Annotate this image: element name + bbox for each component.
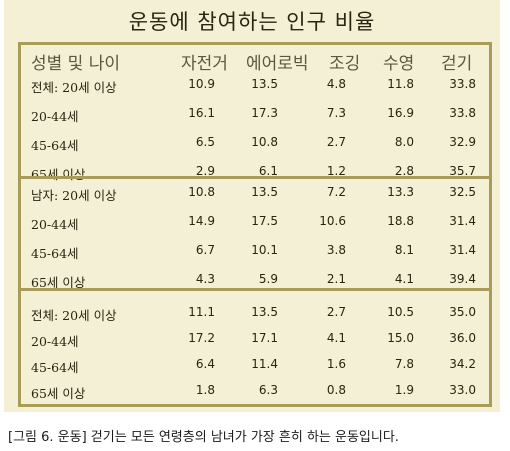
cell-walking: 31.4 [449, 214, 476, 228]
table-header: 성별 및 나이 자전거 에어로빅 조깅 수영 걷기 [21, 45, 489, 75]
figure-caption: [그림 6. 운동] 걷기는 모든 연령층의 남녀가 가장 흔히 하는 운동입니… [8, 430, 399, 445]
cell-aerobics: 10.1 [251, 243, 278, 257]
cell-aerobics: 6.1 [258, 164, 278, 178]
cell-bicycle: 6.7 [195, 243, 215, 257]
cell-swimming: 7.8 [394, 357, 414, 371]
cell-aerobics: 13.5 [251, 185, 278, 199]
row-label: 20-44세 [31, 217, 79, 232]
cell-jogging: 7.2 [326, 185, 346, 199]
cell-bicycle: 6.4 [195, 357, 215, 371]
cell-bicycle: 10.8 [188, 185, 215, 199]
cell-walking: 35.7 [449, 164, 476, 178]
cell-aerobics: 17.5 [251, 214, 278, 228]
column-header-jogging: 조깅 [329, 54, 361, 74]
cell-jogging: 3.8 [326, 243, 346, 257]
cell-aerobics: 10.8 [251, 135, 278, 149]
cell-jogging: 2.7 [326, 305, 346, 319]
table-row: 45-64세 6.7 10.1 3.8 8.1 31.4 [21, 239, 489, 265]
cell-bicycle: 10.9 [188, 77, 215, 91]
cell-jogging: 4.1 [326, 331, 346, 345]
exercise-table: 성별 및 나이 자전거 에어로빅 조깅 수영 걷기 전체: 20세 이상 10.… [18, 42, 492, 407]
row-label: 45-64세 [31, 246, 79, 261]
row-label: 남자: 20세 이상 [31, 188, 117, 203]
row-label: 전체: 20세 이상 [31, 80, 117, 95]
cell-walking: 33.0 [449, 383, 476, 397]
table-row: 20-44세 16.1 17.3 7.3 16.9 33.8 [21, 102, 489, 128]
figure: 운동에 참여하는 인구 비율 성별 및 나이 자전거 에어로빅 조깅 수영 걷기… [4, 0, 500, 412]
table-row: 45-64세 6.5 10.8 2.7 8.0 32.9 [21, 131, 489, 157]
section-divider [18, 288, 492, 291]
column-header-walking: 걷기 [441, 54, 473, 74]
cell-aerobics: 17.1 [251, 331, 278, 345]
cell-swimming: 1.9 [394, 383, 414, 397]
cell-bicycle: 11.1 [188, 305, 215, 319]
row-label: 65세 이상 [31, 275, 86, 290]
cell-walking: 36.0 [449, 331, 476, 345]
cell-swimming: 10.5 [387, 305, 414, 319]
cell-aerobics: 13.5 [251, 77, 278, 91]
cell-walking: 32.9 [449, 135, 476, 149]
cell-swimming: 2.8 [394, 164, 414, 178]
cell-jogging: 1.6 [326, 357, 346, 371]
cell-swimming: 8.1 [394, 243, 414, 257]
cell-walking: 35.0 [449, 305, 476, 319]
cell-bicycle: 2.9 [195, 164, 215, 178]
column-header-bicycle: 자전거 [181, 54, 228, 74]
column-header-swimming: 수영 [383, 54, 415, 74]
cell-walking: 33.8 [449, 77, 476, 91]
cell-aerobics: 17.3 [251, 106, 278, 120]
table-row: 65세 이상 4.3 5.9 2.1 4.1 39.4 [21, 268, 489, 294]
column-header-aerobics: 에어로빅 [246, 54, 309, 74]
table-row: 45-64세 6.4 11.4 1.6 7.8 34.2 [21, 353, 489, 379]
cell-walking: 31.4 [449, 243, 476, 257]
cell-jogging: 7.3 [326, 106, 346, 120]
row-label: 45-64세 [31, 360, 79, 375]
figure-title: 운동에 참여하는 인구 비율 [128, 10, 376, 34]
row-label: 20-44세 [31, 334, 79, 349]
cell-jogging: 2.1 [326, 272, 346, 286]
cell-jogging: 10.6 [319, 214, 346, 228]
table-row: 전체: 20세 이상 11.1 13.5 2.7 10.5 35.0 [21, 301, 489, 327]
cell-walking: 39.4 [449, 272, 476, 286]
column-header-group: 성별 및 나이 [31, 54, 121, 74]
cell-aerobics: 6.3 [258, 383, 278, 397]
row-label: 65세 이상 [31, 386, 86, 401]
table-row: 65세 이상 1.8 6.3 0.8 1.9 33.0 [21, 379, 489, 405]
cell-bicycle: 17.2 [188, 331, 215, 345]
cell-bicycle: 16.1 [188, 106, 215, 120]
cell-jogging: 4.8 [326, 77, 346, 91]
cell-bicycle: 6.5 [195, 135, 215, 149]
table-row: 20-44세 14.9 17.5 10.6 18.8 31.4 [21, 210, 489, 236]
cell-bicycle: 4.3 [195, 272, 215, 286]
cell-swimming: 4.1 [394, 272, 414, 286]
cell-jogging: 2.7 [326, 135, 346, 149]
cell-bicycle: 1.8 [195, 383, 215, 397]
cell-swimming: 11.8 [387, 77, 414, 91]
cell-aerobics: 5.9 [258, 272, 278, 286]
cell-swimming: 18.8 [387, 214, 414, 228]
row-label: 45-64세 [31, 138, 79, 153]
cell-swimming: 13.3 [387, 185, 414, 199]
cell-swimming: 16.9 [387, 106, 414, 120]
cell-aerobics: 11.4 [251, 357, 278, 371]
cell-walking: 32.5 [449, 185, 476, 199]
cell-jogging: 1.2 [326, 164, 346, 178]
row-label: 20-44세 [31, 109, 79, 124]
cell-walking: 33.8 [449, 106, 476, 120]
cell-swimming: 15.0 [387, 331, 414, 345]
table-row: 남자: 20세 이상 10.8 13.5 7.2 13.3 32.5 [21, 181, 489, 207]
row-label: 전체: 20세 이상 [31, 308, 117, 323]
cell-aerobics: 13.5 [251, 305, 278, 319]
cell-swimming: 8.0 [394, 135, 414, 149]
cell-bicycle: 14.9 [188, 214, 215, 228]
cell-walking: 34.2 [449, 357, 476, 371]
section-divider [18, 176, 492, 179]
cell-jogging: 0.8 [326, 383, 346, 397]
table-row: 20-44세 17.2 17.1 4.1 15.0 36.0 [21, 327, 489, 353]
table-row: 전체: 20세 이상 10.9 13.5 4.8 11.8 33.8 [21, 73, 489, 99]
